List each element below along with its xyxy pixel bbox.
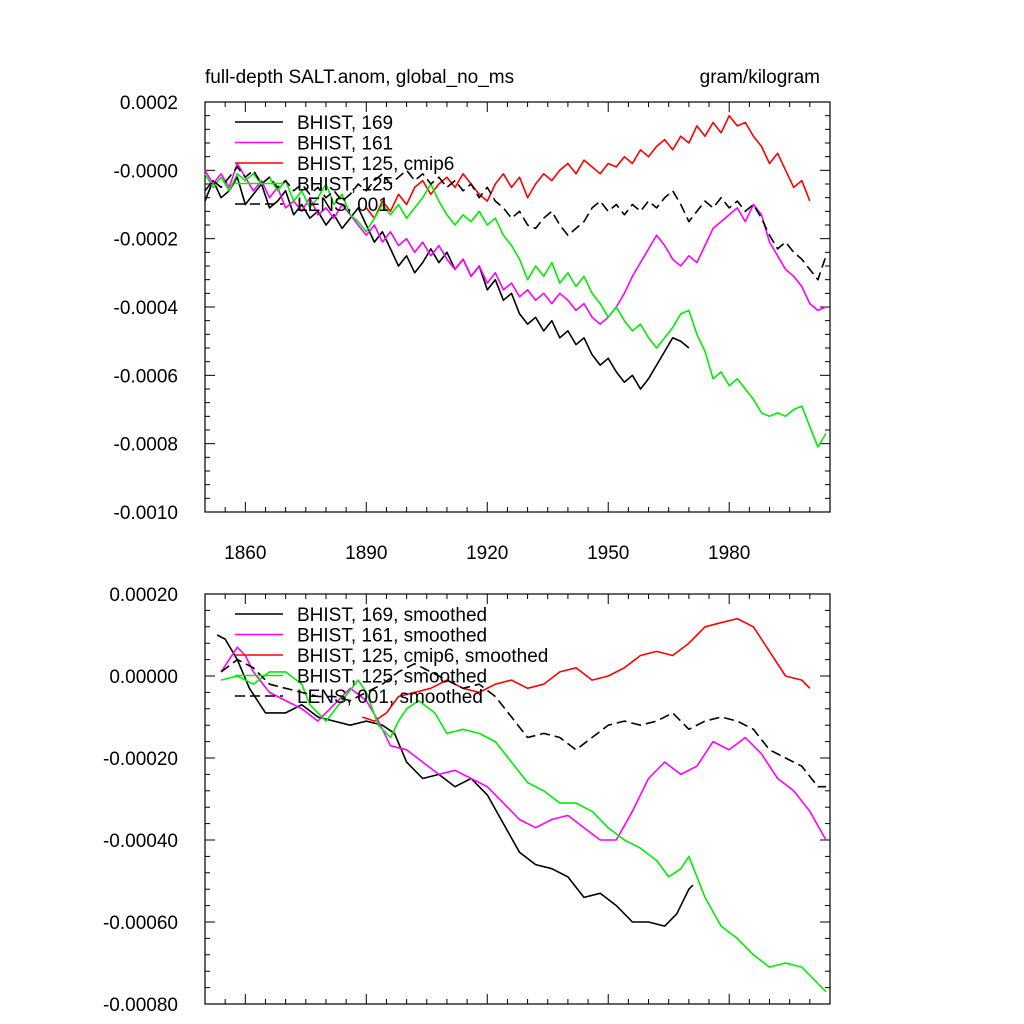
- y-tick-label: 0.0002: [120, 93, 178, 114]
- x-tick-label: 1890: [345, 543, 387, 564]
- series-line-bhist-125-cmip6-smoothed: [362, 617, 811, 722]
- y-tick-label: -0.0008: [114, 435, 178, 456]
- chart-panel-1: 1860 1890 1920 1950 1980 0.0002 -0.0000 -0.0002…: [114, 93, 831, 564]
- series-line-bhist-169: [204, 176, 690, 390]
- y-tick-label: -0.00040: [103, 831, 178, 852]
- legend-label: BHIST, 169, smoothed: [297, 605, 487, 626]
- y-tick-label: -0.00080: [103, 995, 178, 1016]
- legend-label: BHIST, 125: [297, 175, 393, 196]
- series-line-bhist-169-smoothed: [216, 634, 694, 927]
- panels: 1860 1890 1920 1950 1980 0.0002 -0.0000 -0.0002…: [103, 93, 831, 1016]
- y-tick-label: 0.00020: [109, 585, 178, 606]
- legend-label: BHIST, 125, cmip6: [297, 154, 454, 175]
- legend-label: LENS, 001: [297, 195, 389, 216]
- legend-label: BHIST, 125, cmip6, smoothed: [297, 646, 548, 667]
- y-tick-label: -0.0002: [114, 230, 178, 251]
- x-tick-label: 1980: [708, 543, 750, 564]
- series-line-bhist-161-smoothed: [220, 646, 827, 841]
- y-tick-label: -0.0006: [114, 366, 178, 387]
- legend-label: BHIST, 161: [297, 134, 393, 155]
- series-line-bhist-125: [204, 173, 827, 448]
- series-line-lens-001-smoothed: [220, 658, 826, 788]
- series-line-lens-001: [204, 166, 827, 281]
- y-tick-label: -0.00060: [103, 913, 178, 934]
- y-tick-label: -0.00020: [103, 749, 178, 770]
- x-tick-label: 1920: [466, 543, 508, 564]
- legend-label: LENS, 001, smoothed: [297, 687, 483, 708]
- y-tick-label: -0.0010: [114, 503, 178, 524]
- y-tick-label: -0.0000: [114, 161, 178, 182]
- figure-title-right: gram/kilogram: [700, 67, 820, 88]
- legend-label: BHIST, 169: [297, 113, 393, 134]
- y-tick-label: -0.0004: [114, 298, 179, 319]
- x-tick-label: 1950: [587, 543, 629, 564]
- series-line-bhist-125-smoothed: [220, 671, 827, 993]
- y-tick-label: 0.00000: [109, 667, 178, 688]
- x-tick-label: 1860: [224, 543, 266, 564]
- chart-panel-2: 0.00020 0.00000 -0.00020 -0.00040 -0.00060 -0…: [103, 585, 831, 1016]
- series-line-bhist-161: [204, 162, 827, 325]
- plot-frame: [204, 593, 831, 1005]
- legend-label: BHIST, 125, smoothed: [297, 667, 487, 688]
- legend-label: BHIST, 161, smoothed: [297, 626, 487, 647]
- series-line-bhist-125-cmip6: [365, 114, 811, 219]
- figure-title-left: full-depth SALT.anom, global_no_ms: [205, 67, 514, 88]
